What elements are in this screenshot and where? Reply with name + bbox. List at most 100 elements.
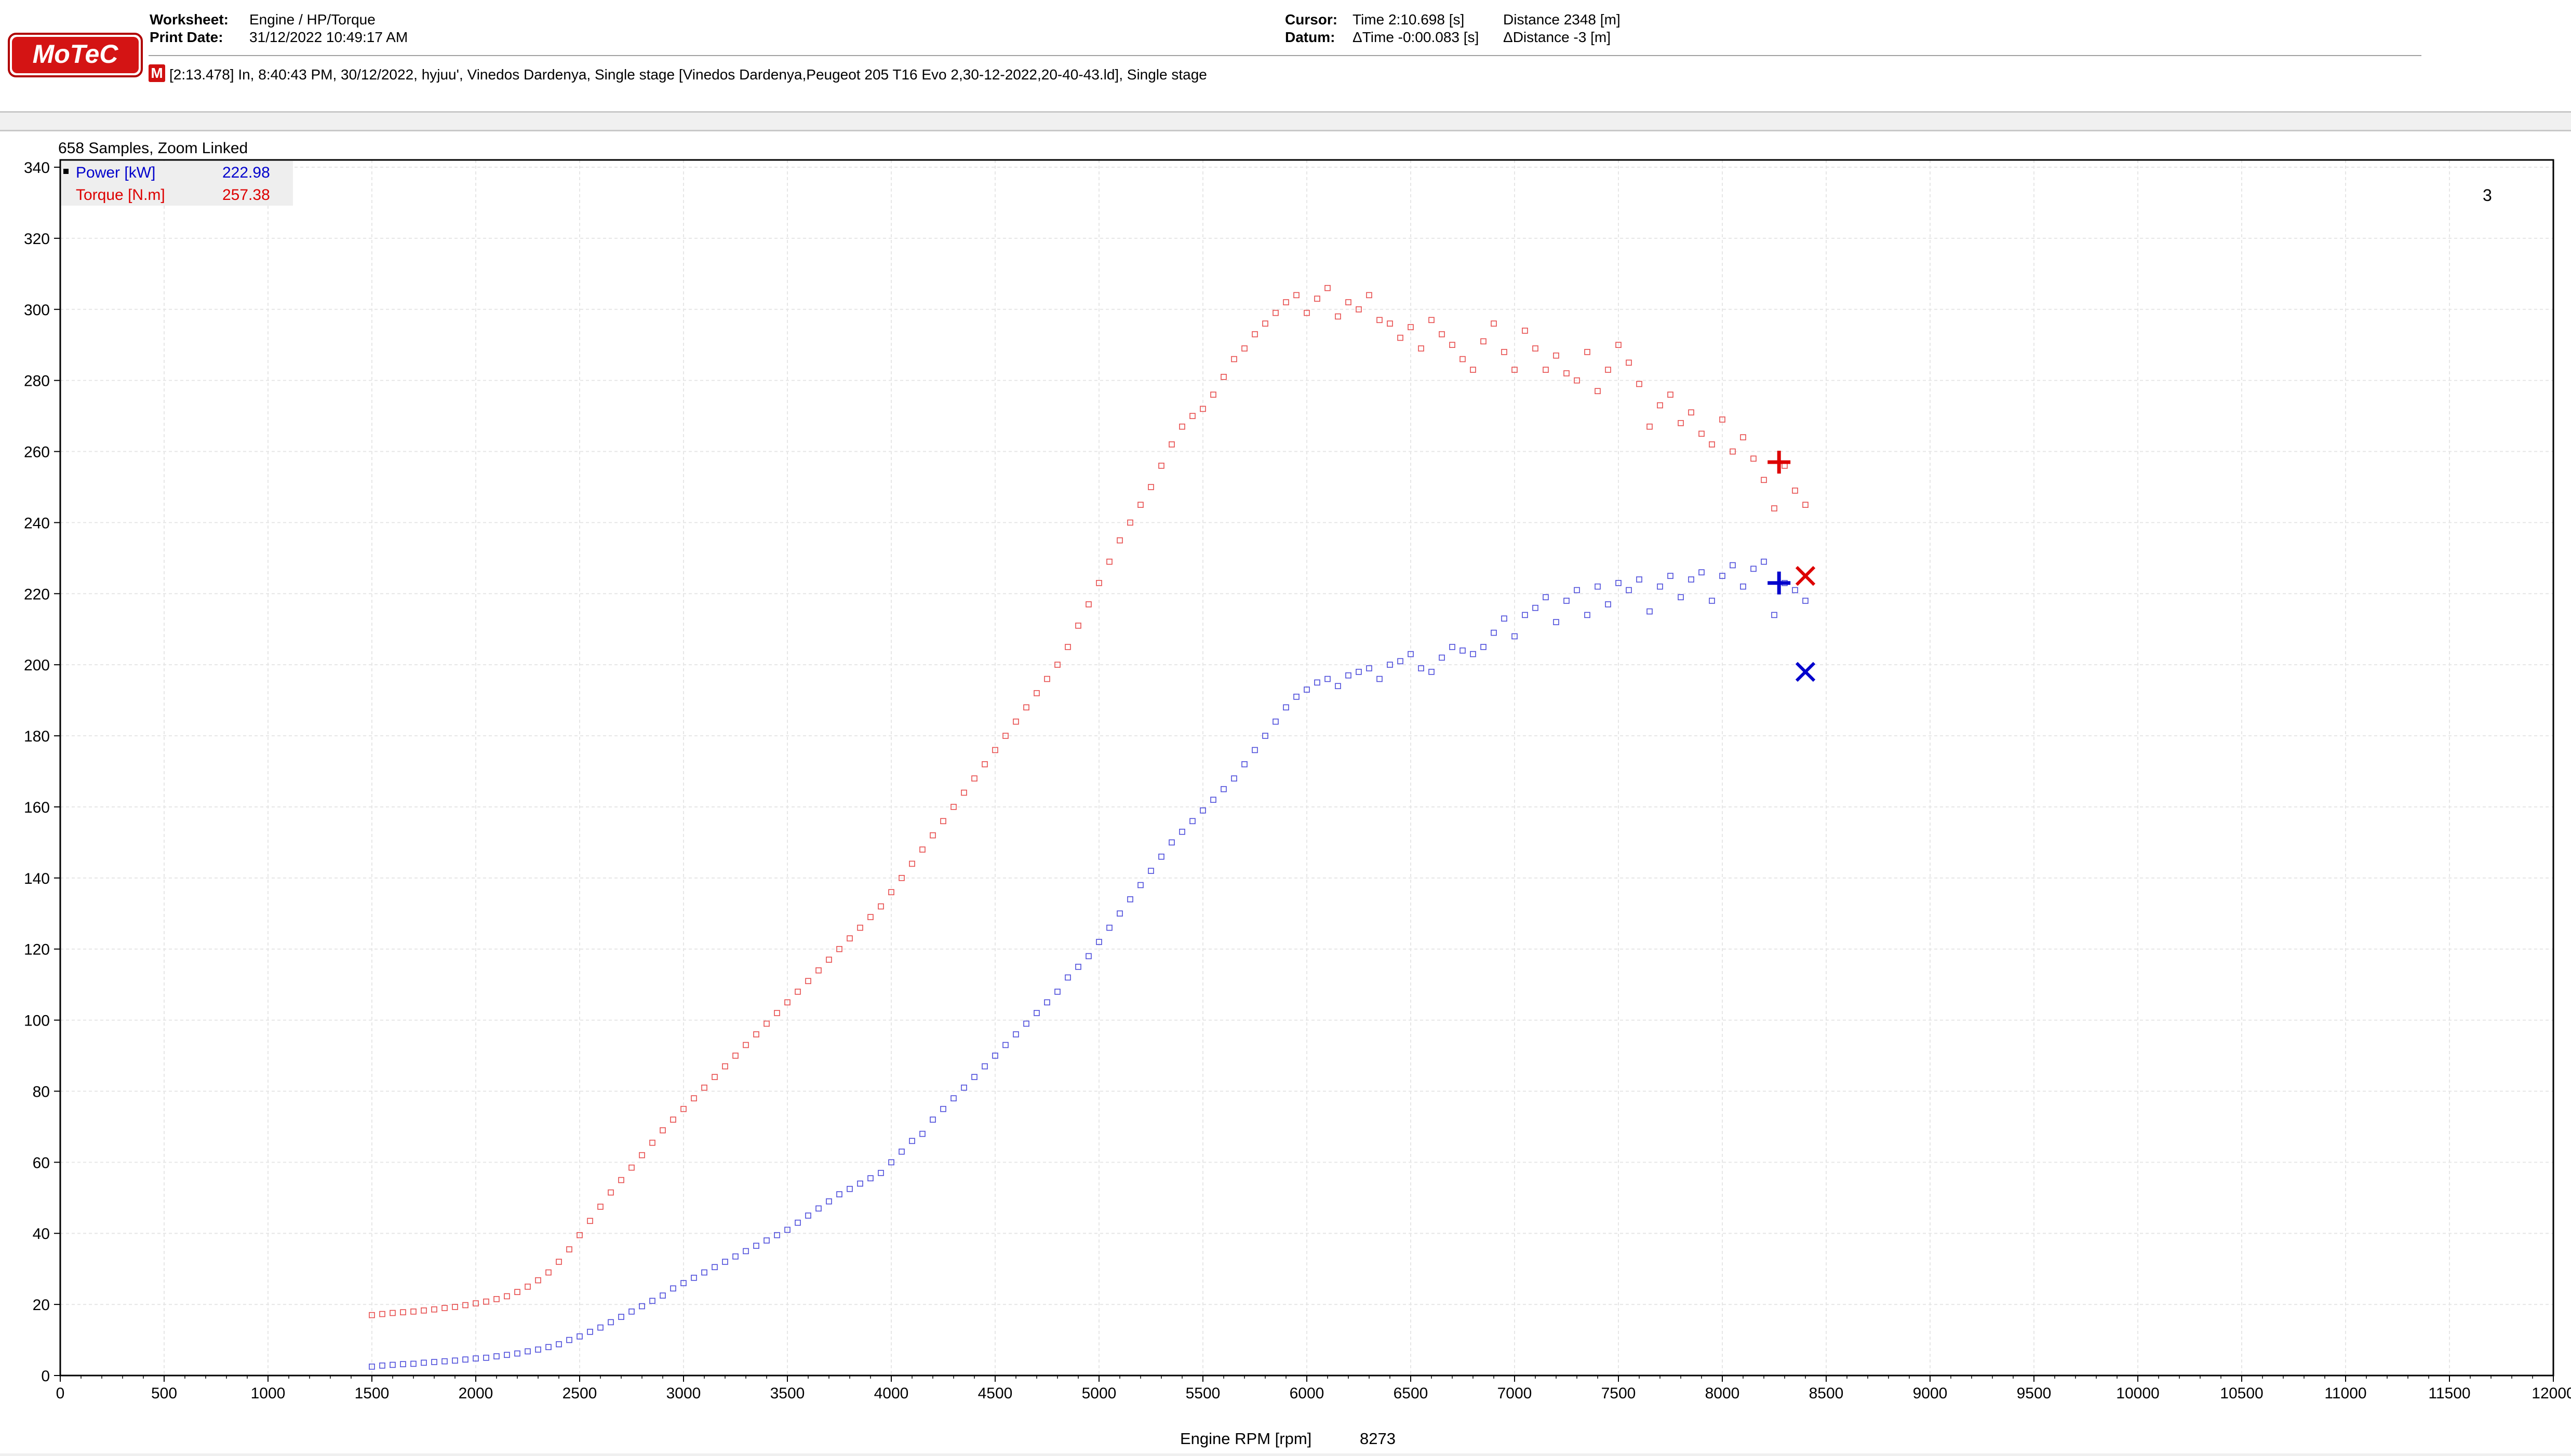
data-point bbox=[764, 1020, 770, 1027]
data-point bbox=[971, 1074, 977, 1080]
data-point bbox=[1158, 463, 1164, 469]
data-point bbox=[1293, 693, 1300, 700]
data-point bbox=[556, 1259, 562, 1265]
datum-marker-b bbox=[1795, 565, 1816, 586]
data-point bbox=[1200, 807, 1206, 814]
data-point bbox=[1148, 868, 1154, 874]
data-point bbox=[1044, 676, 1050, 682]
data-point bbox=[1158, 853, 1164, 860]
data-point bbox=[1761, 558, 1767, 565]
data-point bbox=[992, 1053, 998, 1059]
data-point bbox=[795, 989, 801, 995]
data-point bbox=[1636, 381, 1642, 387]
data-point bbox=[577, 1232, 583, 1238]
legend-marker-icon bbox=[63, 169, 69, 174]
data-point bbox=[1169, 441, 1175, 448]
y-tick-label: 160 bbox=[24, 799, 50, 816]
data-point bbox=[1750, 565, 1757, 572]
series-torque bbox=[369, 285, 1809, 1318]
data-point bbox=[1117, 910, 1123, 917]
data-point bbox=[836, 1191, 842, 1197]
data-point bbox=[1657, 583, 1663, 590]
data-point bbox=[597, 1204, 604, 1210]
data-point bbox=[1584, 612, 1590, 618]
data-point bbox=[1397, 658, 1403, 665]
power-cursor-marker bbox=[1767, 571, 1791, 595]
cursor-label: Cursor: bbox=[1285, 11, 1338, 28]
data-point bbox=[836, 946, 842, 952]
marker-layer bbox=[1767, 451, 1816, 682]
data-point bbox=[1584, 349, 1590, 355]
data-point bbox=[1210, 392, 1216, 398]
data-point bbox=[1408, 651, 1414, 657]
chart-panel[interactable]: 0 500 1000 1500 2000 2500 3000 3500 4000 4500 5000… bbox=[0, 130, 2571, 1453]
data-point bbox=[732, 1053, 739, 1059]
data-point bbox=[712, 1264, 718, 1271]
data-point bbox=[753, 1031, 759, 1037]
data-point bbox=[1553, 619, 1559, 625]
data-point bbox=[878, 1170, 884, 1176]
data-point bbox=[961, 789, 967, 796]
data-point bbox=[504, 1293, 510, 1300]
data-point bbox=[1626, 359, 1632, 366]
data-point bbox=[1802, 598, 1809, 604]
corner-label: 3 bbox=[2483, 186, 2492, 205]
data-point bbox=[1002, 1042, 1009, 1048]
data-point bbox=[1273, 309, 1279, 316]
header-divider bbox=[149, 55, 2421, 56]
datum-label: Datum: bbox=[1285, 29, 1335, 45]
data-point bbox=[774, 1232, 780, 1238]
data-point bbox=[878, 903, 884, 910]
data-point bbox=[1418, 665, 1424, 671]
data-point bbox=[1335, 313, 1341, 320]
data-point bbox=[400, 1361, 406, 1367]
data-point bbox=[628, 1309, 635, 1315]
data-point bbox=[784, 1226, 791, 1233]
print-date-label: Print Date: bbox=[150, 29, 223, 45]
data-point bbox=[680, 1106, 687, 1112]
data-point bbox=[1595, 583, 1601, 590]
legend-power-name: Power [kW] bbox=[76, 164, 155, 181]
data-point bbox=[1449, 342, 1455, 348]
x-tick-label: 500 bbox=[151, 1385, 177, 1402]
data-point bbox=[493, 1353, 500, 1359]
data-point bbox=[525, 1284, 531, 1290]
data-point bbox=[1075, 964, 1081, 970]
worksheet-label: Worksheet: bbox=[150, 11, 229, 28]
data-point bbox=[1231, 775, 1237, 781]
scatter-chart[interactable]: 0 500 1000 1500 2000 2500 3000 3500 4000 4500 5000… bbox=[0, 131, 2571, 1453]
data-point bbox=[899, 875, 905, 881]
data-point bbox=[400, 1309, 406, 1315]
data-point bbox=[1127, 896, 1133, 902]
data-point bbox=[826, 956, 832, 963]
torque-cursor-marker bbox=[1767, 451, 1791, 474]
data-point bbox=[680, 1280, 687, 1286]
data-point bbox=[1314, 295, 1320, 302]
data-point bbox=[452, 1357, 458, 1364]
data-point bbox=[888, 889, 894, 895]
x-tick-label: 6000 bbox=[1290, 1385, 1324, 1402]
data-point bbox=[961, 1084, 967, 1091]
data-point bbox=[577, 1333, 583, 1340]
data-point bbox=[379, 1311, 385, 1317]
x-tick-label: 2500 bbox=[563, 1385, 597, 1402]
data-point bbox=[1096, 939, 1102, 945]
data-point bbox=[1418, 345, 1424, 352]
data-point bbox=[597, 1324, 604, 1331]
y-tick-label: 100 bbox=[24, 1013, 50, 1030]
data-point bbox=[566, 1337, 572, 1343]
data-point bbox=[753, 1243, 759, 1249]
data-point bbox=[722, 1259, 728, 1265]
data-point bbox=[1013, 718, 1019, 725]
data-point bbox=[805, 978, 811, 985]
data-point bbox=[1376, 317, 1383, 323]
data-point bbox=[473, 1300, 479, 1306]
data-point bbox=[1387, 320, 1393, 327]
x-tick-label: 2000 bbox=[459, 1385, 493, 1402]
data-point bbox=[784, 999, 791, 1006]
data-point bbox=[1730, 562, 1736, 569]
x-tick-label: 7500 bbox=[1601, 1385, 1636, 1402]
x-tick-label: 12000 bbox=[2532, 1385, 2571, 1402]
data-point bbox=[462, 1356, 468, 1363]
legend: Power [kW] 222.98 Torque [N.m] 257.38 bbox=[61, 161, 293, 206]
